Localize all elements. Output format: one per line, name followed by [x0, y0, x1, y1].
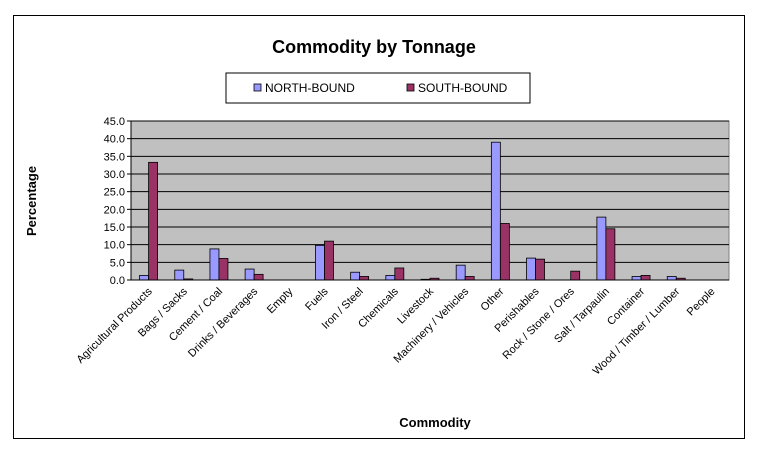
x-axis-title: Commodity: [399, 415, 471, 430]
bar-south-bound: [253, 273, 264, 281]
bar-south-bound: [394, 267, 405, 281]
bar-north-bound: [350, 271, 361, 281]
bar-north-bound: [526, 257, 536, 281]
x-category-label: People: [685, 286, 718, 319]
bar-north-bound: [209, 248, 220, 281]
bar-south-bound: [148, 161, 158, 281]
bar-north-bound: [244, 268, 255, 281]
y-tick-label: 30.0: [104, 169, 125, 181]
x-category-label: Empty: [265, 285, 296, 316]
legend-box: [225, 72, 531, 104]
legend-label-south-bound: SOUTH-BOUND: [418, 81, 508, 95]
bar-south-bound: [605, 228, 616, 281]
bar-south-bound: [535, 258, 545, 281]
legend: NORTH-BOUND SOUTH-BOUND: [225, 72, 531, 104]
x-category-label: Fuels: [303, 285, 331, 313]
y-tick-label: 15.0: [104, 222, 125, 234]
bar-south-bound: [640, 275, 651, 281]
bar-north-bound: [385, 275, 396, 281]
legend-swatch-north-bound: [253, 83, 262, 92]
bar-north-bound: [596, 216, 607, 281]
bar-south-bound: [218, 258, 229, 281]
bar-north-bound: [139, 275, 149, 281]
y-tick-label: 5.0: [110, 257, 125, 269]
bar-north-bound: [455, 264, 466, 281]
x-category-label: Drinks / Beverages: [186, 285, 261, 360]
chart-title: Commodity by Tonnage: [272, 37, 476, 57]
bar-south-bound: [464, 276, 475, 281]
bar-north-bound: [490, 141, 501, 281]
legend-label-north-bound: NORTH-BOUND: [265, 81, 355, 95]
y-axis-ticks: 0.0 5.0 10.0 15.0 20.0 25.0 30.0 35.0 40.0 45.0: [104, 116, 132, 287]
legend-swatch-south-bound: [406, 83, 415, 92]
bar-north-bound: [315, 244, 325, 281]
bar-south-bound: [499, 223, 510, 281]
y-tick-label: 25.0: [104, 187, 125, 199]
chart-frame: Commodity by Tonnage NORTH-BOUND SOUTH-B…: [13, 15, 745, 439]
plot-area: [130, 120, 730, 281]
y-tick-label: 0.0: [110, 275, 125, 287]
y-tick-label: 10.0: [104, 240, 125, 252]
x-category-label: Other: [479, 285, 507, 313]
y-tick-label: 40.0: [104, 134, 125, 146]
bar-south-bound: [570, 270, 581, 281]
y-axis-title: Percentage: [24, 166, 39, 236]
bars: [139, 141, 686, 281]
y-tick-label: 45.0: [104, 116, 125, 128]
bar-north-bound: [666, 276, 677, 281]
bar-north-bound: [174, 269, 185, 281]
bar-chart: Commodity by Tonnage NORTH-BOUND SOUTH-B…: [24, 37, 730, 430]
bar-north-bound: [631, 276, 642, 281]
bar-south-bound: [359, 276, 370, 281]
bar-south-bound: [324, 240, 334, 281]
y-tick-label: 20.0: [104, 204, 125, 216]
y-tick-label: 35.0: [104, 151, 125, 163]
